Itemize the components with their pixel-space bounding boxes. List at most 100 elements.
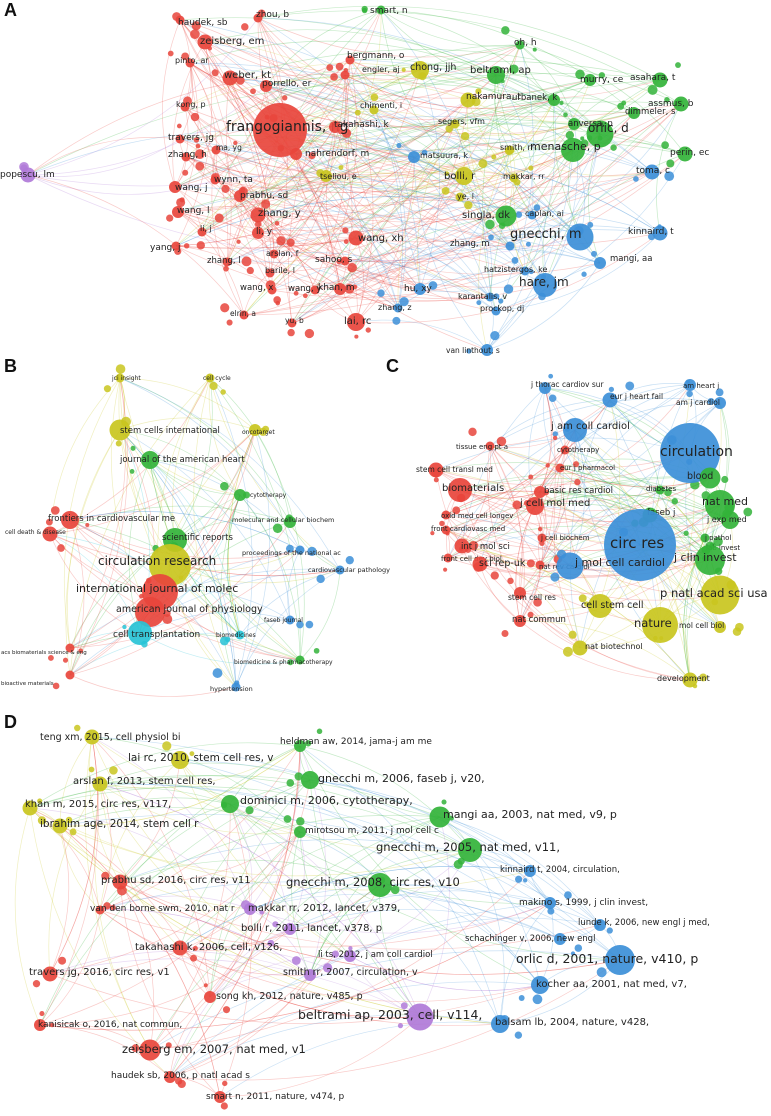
minor-node <box>262 425 270 433</box>
edge <box>413 156 511 247</box>
node-kinnaird-t-2004-circulation <box>524 865 536 877</box>
node-label-circulation-research: circulation research <box>98 554 216 568</box>
edge <box>454 123 515 179</box>
edge <box>99 909 501 1026</box>
edge <box>249 893 561 940</box>
edge <box>189 62 581 238</box>
edge <box>257 122 575 216</box>
node-porrello-er <box>260 80 272 92</box>
edge <box>243 149 574 316</box>
edge <box>209 377 291 523</box>
node-lai-rc <box>347 313 365 331</box>
edge <box>489 445 571 567</box>
edge <box>461 387 546 547</box>
edge <box>189 62 232 263</box>
edge <box>349 58 575 125</box>
edge <box>291 74 349 324</box>
node-acs-biomaterials-science-eng <box>65 643 75 653</box>
node-song-kh-2012-nature-v485-p <box>204 991 216 1003</box>
node-nat-biotechnol <box>572 640 588 656</box>
minor-node <box>330 73 338 81</box>
node-haudek-sb-2006-p-natl-acad-s <box>164 1071 176 1083</box>
minor-node <box>65 816 73 824</box>
node-circ-res <box>604 509 676 581</box>
edge <box>119 881 221 1098</box>
edge <box>189 62 218 181</box>
node-arslan-f-2013-stem-cell-res <box>92 776 108 792</box>
edge <box>174 135 653 188</box>
edge <box>344 74 421 290</box>
edge <box>459 99 555 198</box>
edge <box>69 519 341 577</box>
edge <box>334 126 421 290</box>
edge <box>314 79 591 291</box>
edge <box>39 902 551 1031</box>
edge <box>184 106 293 324</box>
edge <box>175 103 682 249</box>
edge <box>257 171 465 216</box>
edge <box>344 44 521 80</box>
edge <box>459 489 541 566</box>
edge <box>454 123 575 136</box>
edge <box>559 467 651 516</box>
minor-node <box>686 390 693 398</box>
node-label-zeisberg-em: zeisberg, em <box>200 36 264 47</box>
edge <box>119 377 301 551</box>
edge <box>239 494 291 621</box>
node-label-hatzistergos-ke: hatzistergos, ke <box>484 265 547 274</box>
edge <box>314 59 358 291</box>
edge <box>229 803 351 957</box>
minor-node <box>476 300 482 306</box>
edge <box>175 41 213 247</box>
node-label-yu-b: yu, b <box>285 316 304 325</box>
node-weber-kt <box>222 70 238 86</box>
minor-node <box>488 234 494 241</box>
node-label-int-j-mol-sci: int j mol sci <box>461 542 510 552</box>
edge <box>27 174 581 261</box>
edge <box>227 429 256 636</box>
edge <box>27 138 181 177</box>
edge <box>226 69 421 263</box>
edge <box>519 44 555 101</box>
node-sahoo-s <box>340 256 350 266</box>
edge <box>209 377 301 661</box>
node-label-li-j: li, j <box>200 224 212 233</box>
minor-node <box>103 385 112 393</box>
node-label-cytotherapy: cytotherapy <box>250 492 287 499</box>
edge <box>69 632 241 676</box>
minor-node <box>441 799 447 805</box>
node-j-pathol <box>700 533 710 543</box>
node-label-engler-aj: engler, aj <box>362 65 400 74</box>
minor-node <box>220 481 229 491</box>
edge <box>459 473 721 506</box>
edge <box>29 786 471 851</box>
edge <box>119 417 256 431</box>
minor-node <box>211 69 219 77</box>
edge <box>291 831 311 976</box>
edge <box>169 981 541 1078</box>
edge <box>220 494 241 688</box>
edge <box>467 99 635 123</box>
minor-node <box>574 944 583 952</box>
minor-node <box>305 620 314 629</box>
edge <box>229 803 253 910</box>
node-label-sci-rep-uk: sci rep-uk <box>479 558 526 569</box>
edge <box>59 807 301 833</box>
minor-node <box>222 1006 231 1014</box>
node-p-natl-acad-sci-usa <box>700 575 740 615</box>
edge <box>513 79 591 179</box>
edge <box>177 99 469 213</box>
node-frontiers-in-cardiovascular-me <box>61 511 79 529</box>
edge <box>229 77 341 290</box>
edge <box>289 909 561 940</box>
node-nakamura-t <box>460 92 476 108</box>
node-label-sahoo-s: sahoo, s <box>315 255 353 265</box>
edge <box>257 5 661 81</box>
node-label-wang-j: wang, j <box>175 183 208 193</box>
edge <box>209 928 291 998</box>
edge <box>494 74 533 216</box>
node-biomaterials <box>448 478 472 502</box>
edge <box>419 69 441 290</box>
minor-node <box>88 766 95 773</box>
